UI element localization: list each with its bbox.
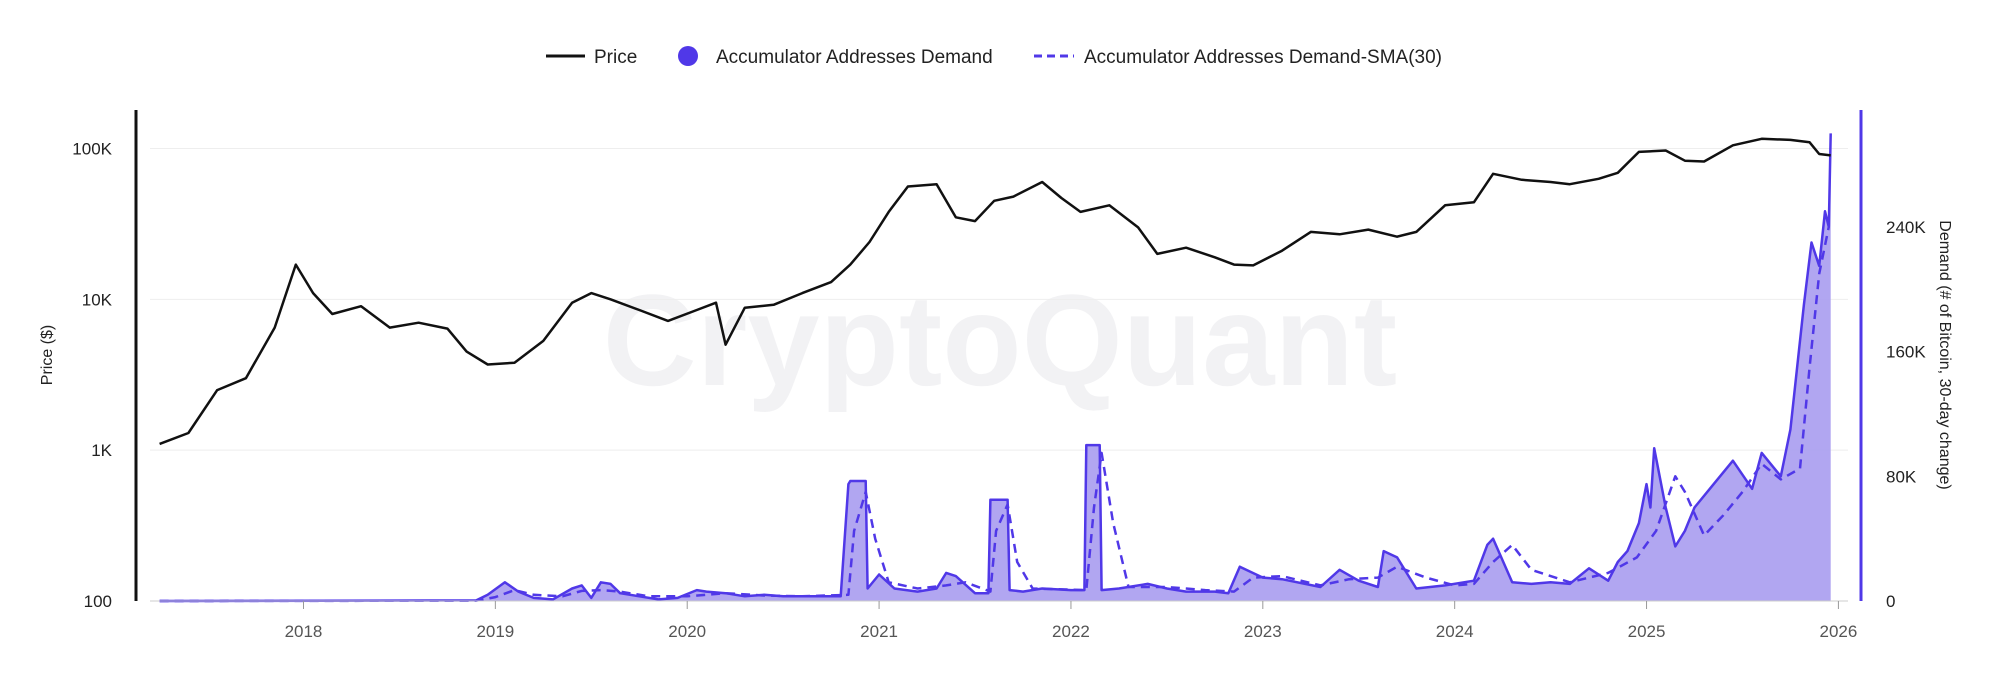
- grid-lines: [150, 148, 1848, 451]
- left-tick-label: 100K: [72, 140, 112, 159]
- left-axis-title: Price ($): [39, 325, 56, 385]
- x-axis-ticks: 2018 2019 2020 2021 2022 2023 2024 2025 2026: [285, 601, 1857, 641]
- legend: Price Accumulator Addresses Demand Accum…: [546, 46, 1442, 68]
- right-axis-title: Demand (# of Bitcoin, 30-day change): [1936, 220, 1953, 489]
- left-tick-label: 1K: [91, 441, 112, 460]
- x-tick-label: 2024: [1436, 622, 1474, 641]
- x-tick-label: 2022: [1052, 622, 1090, 641]
- legend-item-demand[interactable]: Accumulator Addresses Demand: [678, 46, 993, 68]
- legend-swatch-demand: [678, 46, 698, 66]
- x-tick-label: 2018: [285, 622, 323, 641]
- right-tick-label: 240K: [1886, 218, 1926, 237]
- x-tick-label: 2023: [1244, 622, 1282, 641]
- x-tick-label: 2021: [860, 622, 898, 641]
- legend-item-demand-sma[interactable]: Accumulator Addresses Demand-SMA(30): [1034, 47, 1442, 68]
- legend-label-demand: Accumulator Addresses Demand: [716, 47, 993, 68]
- x-tick-label: 2025: [1628, 622, 1666, 641]
- right-tick-label: 80K: [1886, 467, 1917, 486]
- demand-line: [159, 133, 1832, 603]
- legend-label-price: Price: [594, 47, 637, 68]
- watermark: CryptoQuant: [603, 267, 1397, 413]
- right-axis-ticks: 0 80K 160K 240K: [1886, 218, 1926, 611]
- right-tick-label: 160K: [1886, 343, 1926, 362]
- x-tick-label: 2019: [476, 622, 514, 641]
- left-tick-label: 10K: [82, 290, 113, 309]
- left-axis-ticks: 100 1K 10K 100K: [72, 140, 112, 611]
- price-line: [159, 137, 1831, 446]
- x-tick-label: 2020: [668, 622, 706, 641]
- x-tick-label: 2026: [1819, 622, 1857, 641]
- legend-item-price[interactable]: Price: [546, 47, 637, 68]
- left-tick-label: 100: [84, 592, 112, 611]
- legend-label-demand-sma: Accumulator Addresses Demand-SMA(30): [1084, 47, 1442, 68]
- right-tick-label: 0: [1886, 592, 1895, 611]
- demand-area: [159, 133, 1831, 601]
